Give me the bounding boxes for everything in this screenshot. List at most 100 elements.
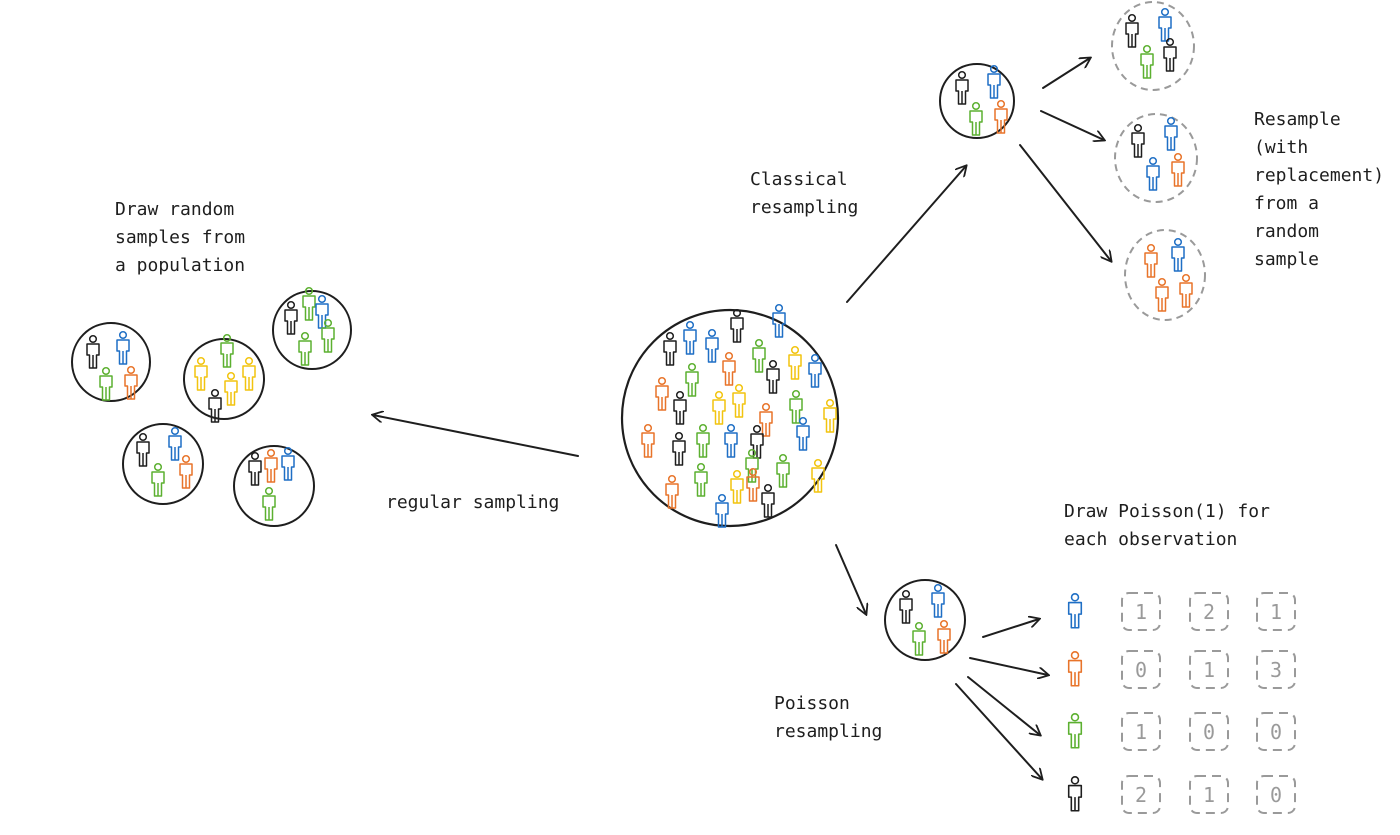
person-icon	[912, 621, 926, 656]
person-icon	[715, 493, 729, 528]
person-icon	[685, 362, 699, 397]
person-icon	[168, 426, 182, 461]
arrows	[373, 58, 1111, 779]
person-icon	[1146, 156, 1160, 191]
classical-sample-circle	[939, 63, 1015, 139]
arrow-poisson-1	[982, 619, 1039, 638]
person-icon	[969, 101, 983, 136]
person-icon	[937, 619, 951, 654]
arrow-poisson-3	[967, 676, 1040, 735]
person-icon	[86, 334, 100, 369]
person-icon	[655, 376, 669, 411]
resample-circle-1	[1111, 1, 1195, 91]
person-icon	[315, 294, 329, 329]
person-icon	[281, 446, 295, 481]
person-icon	[1067, 713, 1083, 749]
count-value: 1	[1270, 600, 1282, 624]
count-box	[1189, 712, 1229, 751]
poisson-count-table: 1 2 1 0 1 3 1 0 0 2 1 0	[1067, 592, 1296, 814]
person-icon	[712, 390, 726, 425]
draw-random-samples-label: Draw random samples from a population	[115, 199, 246, 276]
person-icon	[224, 371, 238, 406]
count-box	[1121, 650, 1161, 689]
person-icon	[151, 462, 165, 497]
person-icon	[705, 328, 719, 363]
circles	[71, 1, 1206, 661]
resample-circle-2	[1114, 113, 1198, 203]
person-icon	[1163, 37, 1177, 72]
resample-with-replacement-label: Resample (with replacement) from a rando…	[1254, 109, 1385, 270]
arrow-resample-3	[1019, 144, 1111, 261]
count-value: 1	[1203, 658, 1215, 682]
count-value: 2	[1135, 783, 1147, 807]
person-icon	[811, 458, 825, 493]
person-icon	[1155, 277, 1169, 312]
arrow-resample-2	[1040, 110, 1104, 140]
person-icon	[759, 402, 773, 437]
count-box	[1121, 775, 1161, 814]
arrow-classical-resampling	[846, 166, 966, 303]
person-icon	[955, 70, 969, 105]
person-icon	[242, 356, 256, 391]
person-icon	[987, 64, 1001, 99]
person-icon	[696, 423, 710, 458]
person-icon	[208, 388, 222, 423]
person-icon	[179, 454, 193, 489]
count-box	[1189, 775, 1229, 814]
person-icon	[730, 308, 744, 343]
person-icon	[752, 338, 766, 373]
person-icon	[1067, 651, 1083, 687]
count-value: 1	[1135, 600, 1147, 624]
person-icon	[694, 462, 708, 497]
arrow-poisson-2	[969, 657, 1048, 675]
person-icon	[796, 416, 810, 451]
poisson-resampling-label: Poisson resampling	[774, 693, 883, 742]
count-box	[1256, 712, 1296, 751]
count-value: 0	[1270, 783, 1282, 807]
person-icon	[1067, 776, 1083, 812]
person-icon	[772, 303, 786, 338]
person-figures	[86, 7, 1193, 656]
regular-sampling-label: regular sampling	[386, 492, 560, 513]
person-icon	[284, 300, 298, 335]
person-icon	[788, 345, 802, 380]
person-icon	[750, 424, 764, 459]
person-icon	[673, 390, 687, 425]
person-icon	[1179, 273, 1193, 308]
sample-circle-4	[122, 423, 204, 505]
count-box	[1256, 775, 1296, 814]
count-box	[1189, 592, 1229, 631]
person-icon	[124, 365, 138, 400]
person-icon	[321, 318, 335, 353]
arrow-poisson-4	[955, 683, 1042, 779]
person-icon	[302, 286, 316, 321]
person-icon	[746, 467, 760, 502]
person-icon	[899, 589, 913, 624]
person-icon	[136, 432, 150, 467]
person-icon	[732, 383, 746, 418]
person-icon	[248, 451, 262, 486]
person-icon	[1131, 123, 1145, 158]
person-icon	[1125, 13, 1139, 48]
person-icon	[298, 331, 312, 366]
population-circle	[620, 308, 840, 528]
person-icon	[262, 486, 276, 521]
person-icon	[823, 398, 837, 433]
count-value: 0	[1270, 720, 1282, 744]
person-icon	[766, 359, 780, 394]
person-icon	[683, 320, 697, 355]
count-value: 3	[1270, 658, 1282, 682]
count-value: 0	[1203, 720, 1215, 744]
count-box	[1121, 712, 1161, 751]
person-icon	[808, 353, 822, 388]
sample-circle-5	[233, 445, 315, 527]
person-icon	[994, 99, 1008, 134]
person-icon	[1164, 116, 1178, 151]
count-value: 1	[1203, 783, 1215, 807]
person-icon	[1140, 44, 1154, 79]
person-icon	[1067, 593, 1083, 629]
person-icon	[776, 453, 790, 488]
arrow-poisson-resampling	[835, 544, 866, 614]
person-icon	[1144, 243, 1158, 278]
